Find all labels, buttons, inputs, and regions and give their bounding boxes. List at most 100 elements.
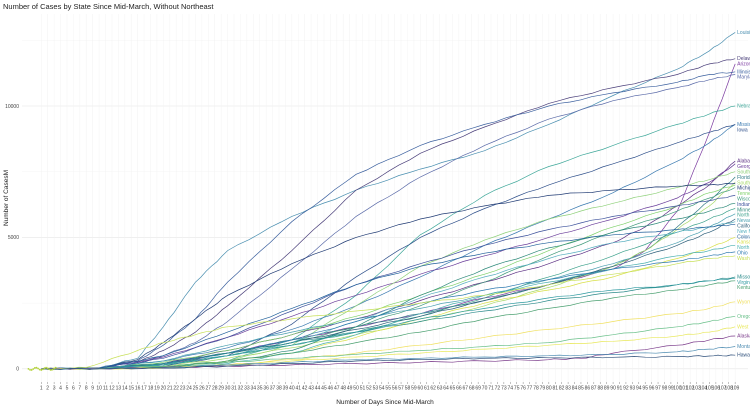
series-label: Montana [737,344,750,350]
x-tick-label: 29 [218,386,224,392]
series-lines [27,32,736,371]
x-tick-label: 91 [617,386,623,392]
x-tick-label: 39 [283,386,289,392]
x-tick-label: 17 [141,386,147,392]
x-tick-label: 49 [347,386,353,392]
x-tick-label: 1 [40,386,43,392]
x-tick-label: 43 [308,386,314,392]
series-line-illinois [41,71,736,370]
x-tick-label: 31 [231,386,237,392]
series-label: Minnesota [737,207,750,213]
series-line-washington [41,255,736,370]
x-tick-label: 60 [418,386,424,392]
x-tick-label: 79 [540,386,546,392]
x-tick-label: 25 [193,386,199,392]
x-tick-label: 94 [636,386,642,392]
origin-point [46,367,49,370]
x-tick-label: 105 [705,386,714,392]
series-line-kentucky [41,280,736,370]
x-tick-label: 70 [482,386,488,392]
series-label: Nebraska [737,104,750,110]
x-tick-label: 80 [546,386,552,392]
x-tick-label: 108 [725,386,734,392]
x-tick-label: 52 [366,386,372,392]
origin-point [30,369,33,371]
x-tick-label: 30 [225,386,231,392]
x-tick-label: 69 [475,386,481,392]
x-tick-label: 83 [565,386,571,392]
x-tick-label: 63 [437,386,443,392]
series-label: Wisconsin [737,197,750,203]
x-tick-label: 77 [527,386,533,392]
series-label: California [737,224,750,230]
x-tick-label: 2 [46,386,49,392]
x-tick-label: 56 [392,386,398,392]
origin-point [38,368,41,371]
y-tick-label: 10000 [5,104,19,110]
x-tick-label: 55 [385,386,391,392]
origin-point [43,367,46,370]
x-tick-label: 62 [430,386,436,392]
origin-point [32,368,35,370]
x-tick-label: 44 [315,386,321,392]
x-tick-label: 76 [520,386,526,392]
series-label: Hawaii [737,353,750,359]
x-tick-label: 41 [295,386,301,392]
series-line-hawaii [41,354,736,370]
x-tick-label: 14 [122,386,128,392]
x-tick-label: 84 [572,386,578,392]
x-tick-label: 107 [718,386,727,392]
series-label: Alabama [737,159,750,165]
origin-point [53,367,56,370]
x-tick-label: 16 [135,386,141,392]
x-tick-label: 75 [514,386,520,392]
x-tick-label: 59 [411,386,417,392]
x-axis-title: Number of Days Since Mid-March [336,399,434,406]
x-tick-label: 99 [668,386,674,392]
x-tick-label: 22 [173,386,179,392]
x-tick-label: 92 [623,386,629,392]
origin-point [37,367,39,370]
x-tick-label: 19 [154,386,160,392]
series-line-colorado [41,223,736,370]
y-tick-label: 5000 [8,235,19,241]
x-tick-label: 3 [53,386,56,392]
series-label: Tennessee [737,191,750,197]
origin-point [48,368,51,371]
x-tick-label: 53 [373,386,379,392]
x-tick-label: 11 [103,386,108,392]
x-tick-label: 106 [712,386,721,392]
x-tick-label: 86 [585,386,591,392]
x-tick-label: 20 [161,386,167,392]
series-line-oregon [41,315,736,370]
x-tick-label: 47 [334,386,340,392]
x-tick-label: 109 [731,386,740,392]
series-label: Arizona [737,61,750,67]
x-tick-label: 4 [59,386,62,392]
x-tick-label: 26 [199,386,205,392]
series-label: Missouri [737,274,750,280]
origin-point [50,369,52,371]
x-tick-label: 15 [128,386,134,392]
x-tick-label: 68 [469,386,475,392]
x-tick-label: 48 [340,386,346,392]
x-tick-label: 42 [302,386,308,392]
series-label: South Dakota [737,170,750,176]
series-label: New Mexico [737,229,750,235]
y-tick-label: 0 [16,367,19,373]
x-tick-label: 71 [488,386,494,392]
x-tick-label: 37 [270,386,276,392]
origin-point [35,366,38,369]
origin-point [51,368,54,371]
x-tick-label: 98 [662,386,668,392]
x-tick-label: 88 [597,386,603,392]
x-tick-label: 8 [85,386,88,392]
series-line-nevada [41,213,736,370]
x-tick-label: 104 [699,386,708,392]
series-label: Colorado [737,234,750,240]
x-tick-label: 82 [559,386,565,392]
series-label: Florida [737,175,750,181]
series-label: Georgia [737,164,750,170]
